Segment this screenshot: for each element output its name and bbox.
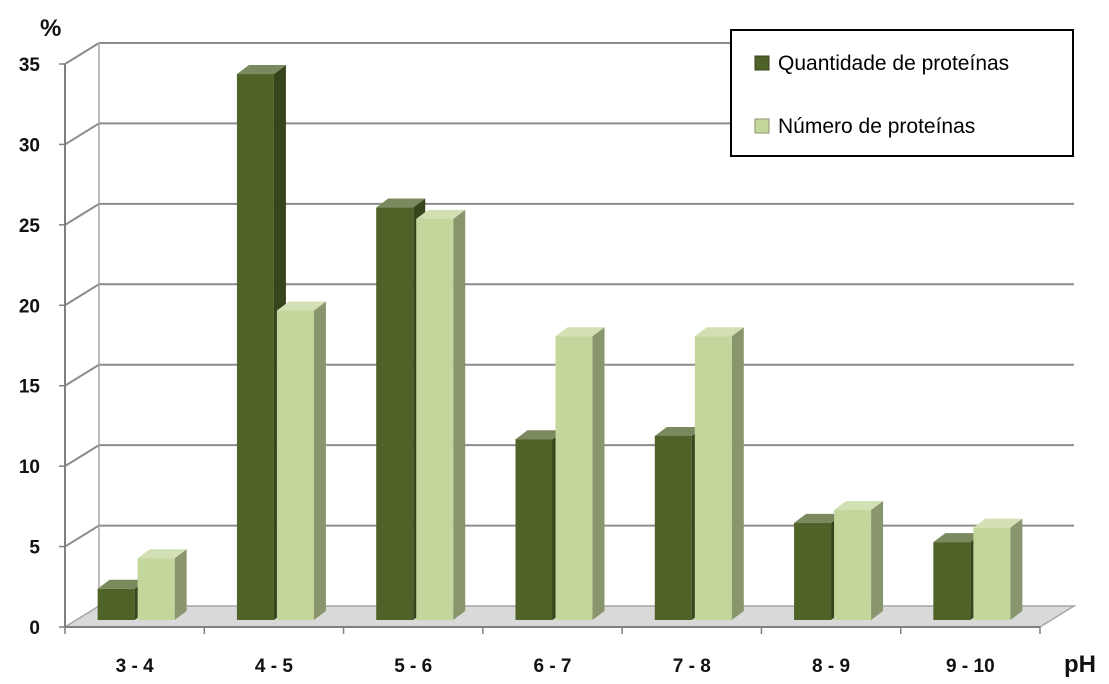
bar — [416, 209, 466, 621]
legend-swatch-series-1 — [754, 55, 770, 71]
bar-side — [592, 327, 605, 620]
bar-front — [834, 509, 872, 620]
bar-front — [555, 336, 593, 620]
bar-front — [97, 588, 135, 620]
bar-side — [453, 209, 466, 621]
x-axis-title: pH — [1064, 651, 1096, 678]
y-tick-label: 35 — [19, 55, 41, 76]
legend-label-series-2: Número de proteínas — [778, 115, 975, 138]
gridline-connector — [64, 363, 100, 387]
x-axis: 3 - 4 4 - 5 5 - 6 6 - 7 7 - 8 8 - 9 9 - 10 — [64, 626, 1041, 677]
bar-side — [871, 500, 884, 620]
bar-top — [416, 209, 466, 219]
y-axis: 0 5 10 15 20 25 30 35 — [19, 43, 100, 639]
bar-top — [555, 327, 605, 337]
bar-top — [236, 65, 286, 75]
y-tick-label: 20 — [19, 296, 40, 317]
bar-front — [276, 310, 314, 620]
legend-box — [730, 29, 1074, 157]
bar-front — [515, 439, 553, 620]
bar-top — [97, 579, 147, 589]
y-tick-label: 30 — [19, 135, 40, 156]
bar-top — [276, 301, 326, 311]
legend-label-series-1: Quantidade de proteínas — [778, 52, 1009, 75]
gridline-connector — [64, 42, 100, 65]
y-tick-label: 15 — [19, 377, 41, 398]
bar-front — [236, 74, 274, 621]
bar-front — [694, 336, 732, 620]
bar-side — [731, 327, 744, 620]
gridline-connector — [64, 283, 100, 307]
bar-front — [137, 558, 175, 620]
bar — [137, 549, 187, 620]
legend-swatch-series-2 — [754, 118, 770, 134]
y-tick-label: 5 — [29, 538, 40, 559]
bar-front — [376, 207, 414, 620]
bar — [834, 500, 884, 620]
gridline-connector — [64, 444, 100, 467]
x-tick-label: 3 - 4 — [116, 656, 154, 677]
x-tick-label: 9 - 10 — [946, 656, 995, 677]
bar-side — [174, 549, 187, 620]
y-tick-label: 0 — [29, 618, 40, 639]
x-tick-label: 6 - 7 — [533, 656, 571, 677]
bar-front — [933, 542, 971, 620]
y-tick-label: 10 — [19, 457, 40, 478]
bar — [276, 301, 326, 620]
x-tick-label: 7 - 8 — [673, 656, 711, 677]
bar-top — [973, 518, 1023, 528]
x-tick-label: 8 - 9 — [812, 656, 850, 677]
bar — [694, 327, 744, 620]
gridline-connector — [64, 524, 100, 548]
bar — [555, 327, 605, 620]
bar-top — [834, 500, 884, 510]
bar-top — [933, 533, 983, 543]
bar-top — [515, 430, 565, 440]
y-tick-label: 25 — [19, 216, 41, 237]
x-tick-label: 4 - 5 — [255, 656, 293, 677]
bar-front — [794, 522, 832, 620]
bar-top — [376, 198, 426, 208]
bar-front — [416, 218, 454, 621]
bar-top — [794, 513, 844, 523]
bar-front — [973, 527, 1011, 620]
y-axis-title: % — [40, 15, 61, 42]
bar-top — [137, 549, 187, 559]
bar-top — [654, 426, 704, 436]
bar-side — [313, 301, 326, 620]
bars — [97, 65, 1023, 621]
bar-top — [694, 327, 744, 337]
gridline-connector — [64, 203, 100, 226]
gridline-connector — [64, 122, 100, 146]
bar — [973, 518, 1023, 620]
bar-side — [1010, 518, 1023, 620]
legend: Quantidade de proteínas Número de proteí… — [730, 29, 1074, 157]
bar-front — [654, 435, 692, 620]
x-tick-label: 5 - 6 — [394, 656, 432, 677]
